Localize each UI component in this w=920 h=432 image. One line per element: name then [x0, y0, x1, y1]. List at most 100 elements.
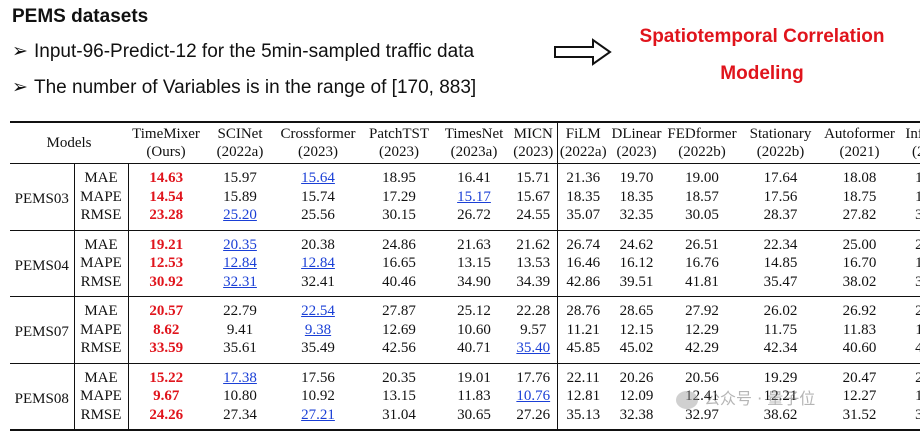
metric-value-cell: 16.41 [457, 170, 491, 186]
metric-value-cell: 17.56 [763, 188, 798, 205]
metric-value-cell: 15.71 [516, 170, 551, 186]
metric-value-cell: 15.22 [149, 369, 184, 386]
metric-value-cell: 13.20 [915, 388, 920, 404]
metric-value-cell: 18.95 [382, 170, 416, 186]
metric-value-cell: 36.20 [915, 273, 920, 290]
metric-label: MAPE [73, 387, 129, 406]
metric-value-cell: 42.86 [556, 272, 609, 297]
table-row: RMSE 24.26 27.34 27.21 31.04 30.65 27.26 35.13 3… [10, 405, 920, 430]
metric-value-cell: 30.05 [685, 207, 719, 223]
model-name: DLinear [611, 126, 662, 142]
model-header: TimesNet (2023a) [438, 122, 510, 164]
model-year: (2023) [379, 144, 419, 160]
metric-value-cell: 12.81 [556, 387, 609, 406]
metric-value-cell: 40.60 [842, 340, 877, 356]
metric-value-cell: 45.85 [556, 339, 609, 363]
metric-value-cell: 35.49 [301, 340, 335, 356]
results-table: Models TimeMixer (Ours) SCINet (2022a) Cross… [10, 121, 920, 431]
metric-value-cell: 14.54 [149, 188, 184, 205]
model-header: PatchTST (2023) [360, 122, 438, 164]
metric-value-cell: 11.21 [556, 320, 609, 339]
model-name: Autoformer [824, 126, 895, 142]
model-year: (2023) [513, 144, 554, 160]
metric-value-cell: 35.61 [223, 340, 257, 356]
model-year: (2023) [298, 144, 338, 160]
model-year: (2022b) [678, 144, 726, 160]
metric-value-cell: 22.28 [516, 303, 551, 319]
metric-value-cell: 35.47 [763, 273, 798, 290]
metric-value-cell: 22.05 [915, 236, 920, 253]
table-row: RMSE 33.59 35.61 35.49 42.56 40.71 35.40 45.85 4… [10, 339, 920, 363]
metric-value-cell: 17.38 [223, 369, 257, 386]
metric-value-cell: 18.35 [556, 187, 609, 206]
metric-value-cell: 20.26 [619, 369, 654, 386]
metric-value-cell: 15.64 [301, 170, 335, 186]
metric-value-cell: 33.59 [149, 340, 184, 356]
metric-value-cell: 19.29 [763, 369, 798, 386]
metric-value-cell: 35.40 [516, 340, 551, 356]
table-row: RMSE 30.92 32.31 32.41 40.46 34.90 34.39 42.86 3… [10, 272, 920, 297]
model-name: Stationary [749, 126, 812, 142]
metric-value-cell: 9.41 [226, 321, 254, 338]
metric-value-cell: 42.56 [382, 340, 416, 356]
model-name: Crossformer [280, 126, 356, 142]
metric-value-cell: 28.65 [619, 303, 654, 319]
model-header: DLinear (2023) [609, 122, 664, 164]
dataset-label: PEMS08 [14, 390, 69, 407]
metric-value-cell: 20.56 [685, 369, 719, 386]
metric-value-cell: 22.11 [556, 363, 609, 387]
metric-value-cell: 25.12 [457, 303, 491, 319]
arrowhead-bullet-icon: ➢ [12, 77, 28, 98]
metric-value-cell: 12.15 [619, 321, 654, 338]
metric-value-cell: 24.55 [516, 207, 551, 223]
metric-value-cell: 23.28 [149, 207, 184, 223]
metric-value-cell: 14.88 [915, 255, 920, 271]
metric-value-cell: 34.90 [457, 273, 491, 290]
metric-value-cell: 30.15 [382, 207, 416, 223]
metric-value-cell: 18.35 [619, 188, 654, 205]
metric-value-cell: 8.62 [153, 321, 180, 338]
metric-value-cell: 39.51 [619, 273, 654, 290]
table-row: PEMS04 MAE 19.21 20.35 20.38 24.86 21.63 21.62 2… [10, 230, 920, 274]
model-year: (2022b) [756, 144, 805, 160]
model-year: (2021) [839, 144, 880, 160]
metric-value-cell: 34.39 [516, 273, 551, 290]
metric-value-cell: 16.65 [382, 255, 416, 271]
metric-label: RMSE [73, 339, 129, 363]
metric-value-cell: 38.02 [842, 273, 877, 290]
metric-value-cell: 16.12 [619, 255, 654, 271]
table-row: MAPE 8.62 9.41 9.38 12.69 10.60 9.57 11.21 12.15… [10, 320, 920, 339]
metric-value-cell: 22.34 [763, 236, 798, 253]
model-name: TimeMixer [132, 126, 200, 142]
slide-title: PEMS datasets [12, 6, 149, 27]
model-name: MICN [513, 126, 553, 142]
metric-value-cell: 21.62 [516, 236, 551, 253]
metric-value-cell: 12.84 [223, 255, 257, 271]
table-row: PEMS08 MAE 15.22 17.38 17.56 20.35 19.01 17.76 2… [10, 363, 920, 407]
metric-value-cell: 27.26 [516, 406, 551, 423]
metric-value-cell: 15.74 [301, 188, 335, 205]
metric-value-cell: 19.00 [685, 170, 719, 186]
metric-value-cell: 12.69 [382, 321, 416, 338]
metric-value-cell: 32.35 [619, 207, 654, 223]
model-name: FEDformer [667, 126, 737, 142]
model-name: PatchTST [369, 126, 429, 142]
metric-value-cell: 30.61 [915, 406, 920, 423]
model-header: Informer (2021) [898, 122, 920, 164]
metric-value-cell: 16.46 [556, 254, 609, 273]
bullet-item: ➢ Input-96-Predict-12 for the 5min-sample… [12, 40, 474, 63]
metric-value-cell: 12.84 [301, 255, 335, 271]
metric-value-cell: 26.72 [457, 207, 491, 223]
table-row: PEMS07 MAE 20.57 22.79 22.54 27.87 25.12 22.28 2… [10, 296, 920, 340]
metric-value-cell: 26.51 [685, 236, 719, 253]
dataset-group: PEMS03 MAE 14.63 15.97 15.64 18.95 16.41 15.71 2… [10, 163, 920, 230]
table-row: MAPE 14.54 15.89 15.74 17.29 15.17 15.67 18.35 1… [10, 187, 920, 206]
metric-value-cell: 20.35 [382, 369, 416, 386]
metric-value-cell: 10.60 [457, 321, 491, 338]
dataset-label: PEMS03 [14, 191, 69, 207]
metric-value-cell: 14.85 [763, 255, 798, 271]
metric-value-cell: 32.31 [223, 273, 257, 290]
metric-value-cell: 14.63 [149, 170, 184, 186]
dataset-group: PEMS08 MAE 15.22 17.38 17.56 20.35 19.01 17.76 2… [10, 363, 920, 430]
callout-line: Spatiotemporal Correlation [639, 26, 885, 47]
